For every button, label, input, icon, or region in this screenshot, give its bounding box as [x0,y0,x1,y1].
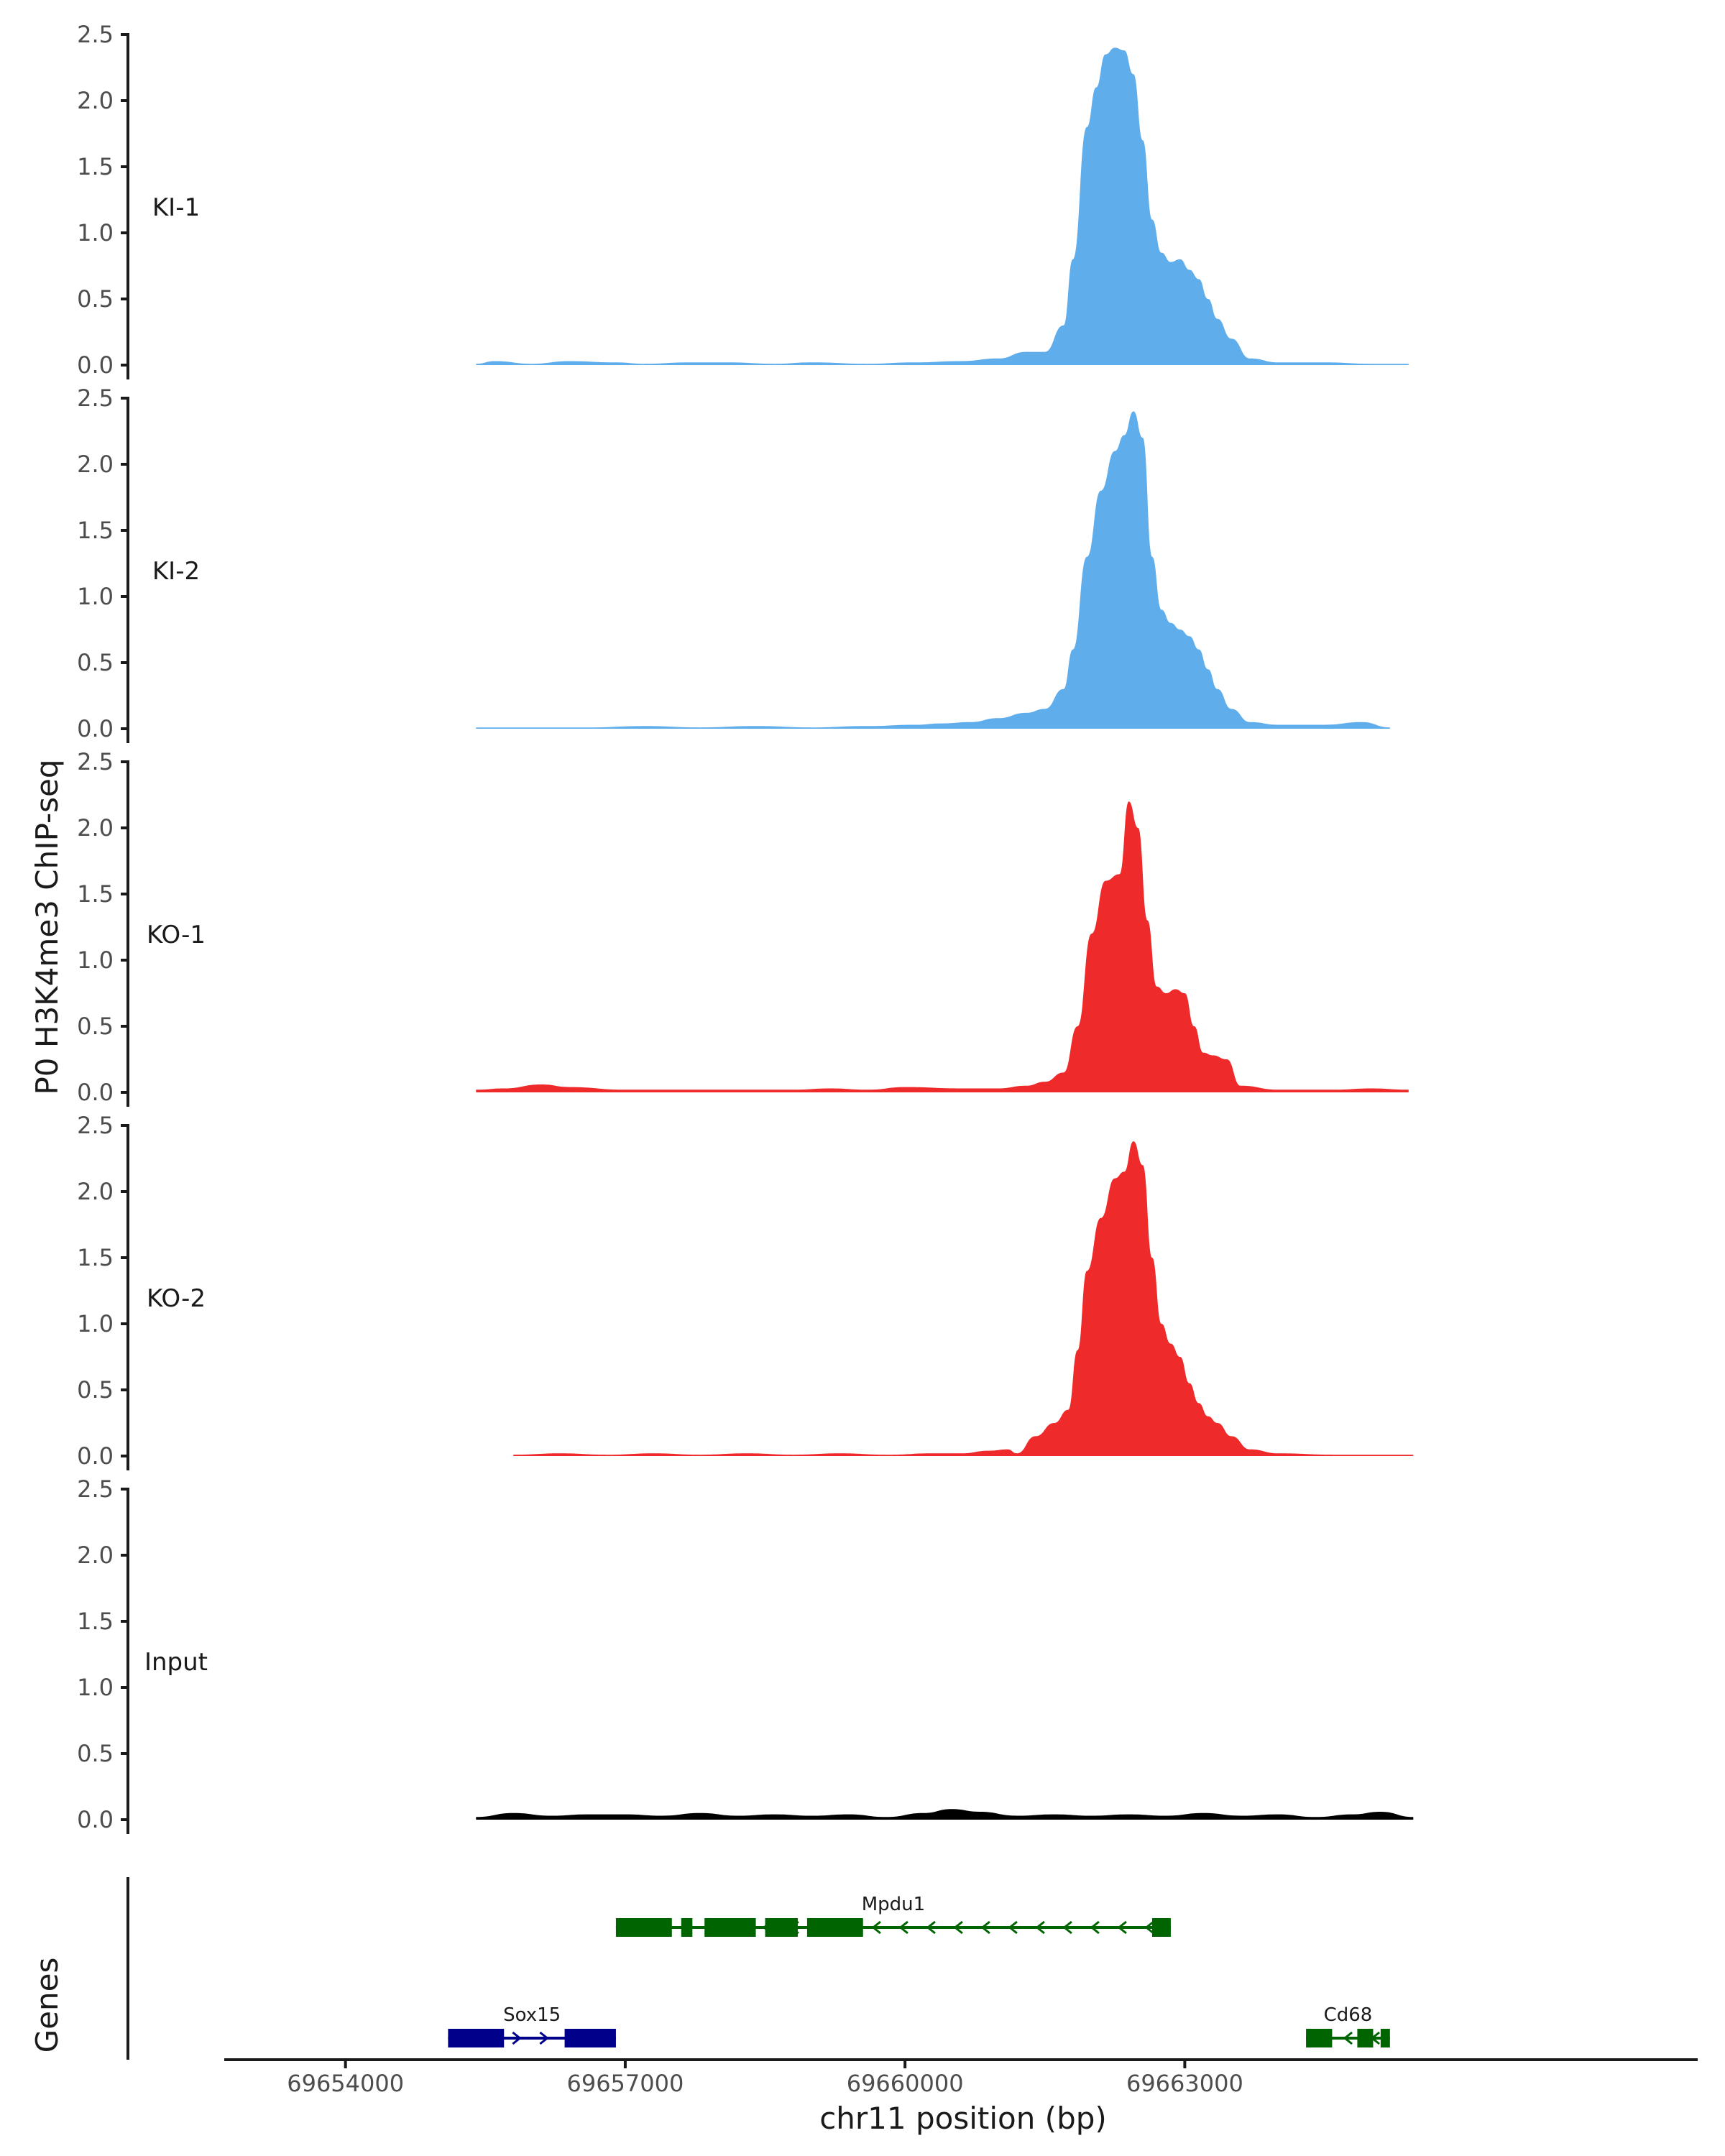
y-tick-label: 1.5 [77,517,114,544]
strand-arrow [926,1920,936,1935]
strand-arrow [871,1920,881,1935]
y-tick-label: 0.5 [77,285,114,313]
strand-arrow [1090,1920,1100,1935]
y-tick-label: 1.0 [77,219,114,247]
strand-arrow [1035,1920,1045,1935]
strand-arrow [512,2031,522,2045]
gene-label: Cd68 [1324,2004,1373,2026]
y-tick-label: 2.5 [77,1475,114,1503]
gene-exon [765,1918,798,1937]
strand-arrow [980,1920,990,1935]
track-label: KI-2 [152,557,200,586]
y-tick-label: 2.5 [77,21,114,48]
y-tick-label: 2.0 [77,451,114,478]
strand-arrow [1062,1920,1072,1935]
x-tick-label: 69663000 [1126,2070,1243,2097]
y-tick-label: 1.5 [77,153,114,180]
gene-label: Mpdu1 [862,1894,925,1915]
track-label: KI-1 [152,193,200,222]
x-tick-label: 69660000 [847,2070,964,2097]
y-tick-label: 0.0 [77,1806,114,1833]
y-tick-label: 0.5 [77,649,114,676]
track-ki-2: 0.0 0.5 1.0 1.5 2.0 2.5 KI-2 [77,384,1390,743]
strand-arrow [898,1920,908,1935]
y-tick-label: 1.5 [77,1608,114,1635]
y-tick-label: 2.0 [77,87,114,114]
gene-exon [1151,1918,1171,1937]
signal-tracks: 0.0 0.5 1.0 1.5 2.0 2.5 KI-1 0.0 0.5 1.0 1.5 2.0 2.5… [77,21,1414,1834]
y-tick-label: 0.0 [77,1442,114,1470]
y-tick-label: 2.5 [77,384,114,412]
strand-arrow [539,2031,549,2045]
gene-label: Sox15 [503,2004,561,2026]
y-tick-label: 2.0 [77,814,114,842]
y-tick-label: 2.5 [77,748,114,775]
gene-exon [681,1918,693,1937]
y-tick-label: 1.0 [77,1310,114,1337]
track-label: KO-2 [147,1284,206,1313]
y-tick-label: 2.0 [77,1542,114,1569]
genes-track-title: Genes [29,1958,65,2053]
strand-arrow [1008,1920,1018,1935]
strand-arrow [1144,1920,1154,1935]
gene-exon [1357,2029,1374,2047]
y-tick-label: 1.5 [77,880,114,908]
signal-area-input [476,1809,1414,1820]
gene-exon [806,1918,863,1937]
y-tick-label: 0.0 [77,715,114,742]
gene-mpdu1: Mpdu1 [615,1894,1171,1937]
track-label: KO-1 [147,921,206,949]
y-tick-label: 0.5 [77,1376,114,1404]
x-axis-title: chr11 position (bp) [819,2101,1107,2136]
y-tick-label: 2.5 [77,1112,114,1139]
x-axis: 69654000 69657000 69660000 69663000 [224,2058,1698,2097]
gene-exon [1306,2029,1333,2047]
signal-area-ki-2 [476,411,1390,729]
y-tick-label: 1.5 [77,1244,114,1271]
gene-exon [704,1918,756,1937]
track-ko-2: 0.0 0.5 1.0 1.5 2.0 2.5 KO-2 [77,1112,1414,1470]
gene-exon [1380,2029,1390,2047]
y-tick-label: 1.0 [77,946,114,974]
signal-area-ki-1 [476,47,1409,366]
gene-exon [615,1918,672,1937]
strand-arrow [1343,2031,1353,2045]
y-tick-label: 2.0 [77,1178,114,1205]
gene-exon [564,2029,616,2047]
y-tick-label: 1.0 [77,1674,114,1701]
y-tick-label: 1.0 [77,583,114,610]
track-input: 0.0 0.5 1.0 1.5 2.0 2.5 Input [77,1475,1414,1834]
signal-area-ko-2 [513,1141,1414,1456]
strand-arrow [1117,1920,1127,1935]
gene-cd68: Cd68 [1306,2004,1390,2047]
y-axis-title: P0 H3K4me3 ChIP-seq [29,759,65,1095]
track-ki-1: 0.0 0.5 1.0 1.5 2.0 2.5 KI-1 [77,21,1409,379]
genes-panel: Sox15 Mpdu1 Cd68 [126,1877,1390,2060]
track-label: Input [144,1648,208,1677]
x-tick-label: 69657000 [566,2070,684,2097]
track-ko-1: 0.0 0.5 1.0 1.5 2.0 2.5 KO-1 [77,748,1409,1107]
gene-exon [448,2029,505,2047]
y-tick-label: 0.5 [77,1013,114,1040]
strand-arrow [953,1920,963,1935]
signal-area-ko-1 [476,801,1409,1092]
y-tick-label: 0.0 [77,351,114,379]
y-tick-label: 0.0 [77,1079,114,1106]
y-tick-label: 0.5 [77,1740,114,1767]
gene-sox15: Sox15 [448,2004,616,2047]
x-tick-label: 69654000 [287,2070,404,2097]
